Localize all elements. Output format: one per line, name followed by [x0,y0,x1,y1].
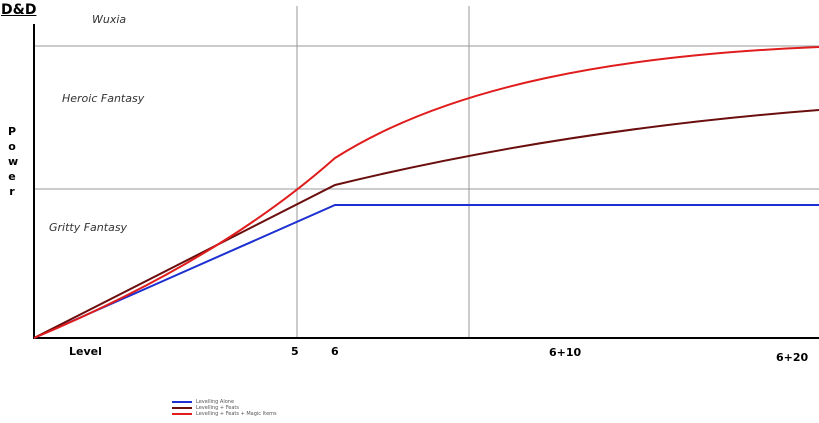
x-label: 6 [331,345,339,358]
x-label: 6+10 [549,346,582,359]
zone-label: Gritty Fantasy [49,221,128,234]
curve-red [33,46,819,339]
x-label: 6+20 [776,351,809,364]
y-label: Power [8,125,19,198]
legend-label: Levelling Alone [196,399,235,405]
legend-label: Levelling + Feats [196,405,239,411]
curve-darkred [33,109,819,339]
title: D&D [1,2,37,18]
x-label: 5 [291,345,299,358]
legend-label: Levelling + Feats + Magic Items [196,411,277,417]
zone-label: Wuxia [92,13,127,26]
x-label: Level [69,345,102,358]
zone-label: Heroic Fantasy [62,92,145,105]
curve-blue [33,204,819,339]
